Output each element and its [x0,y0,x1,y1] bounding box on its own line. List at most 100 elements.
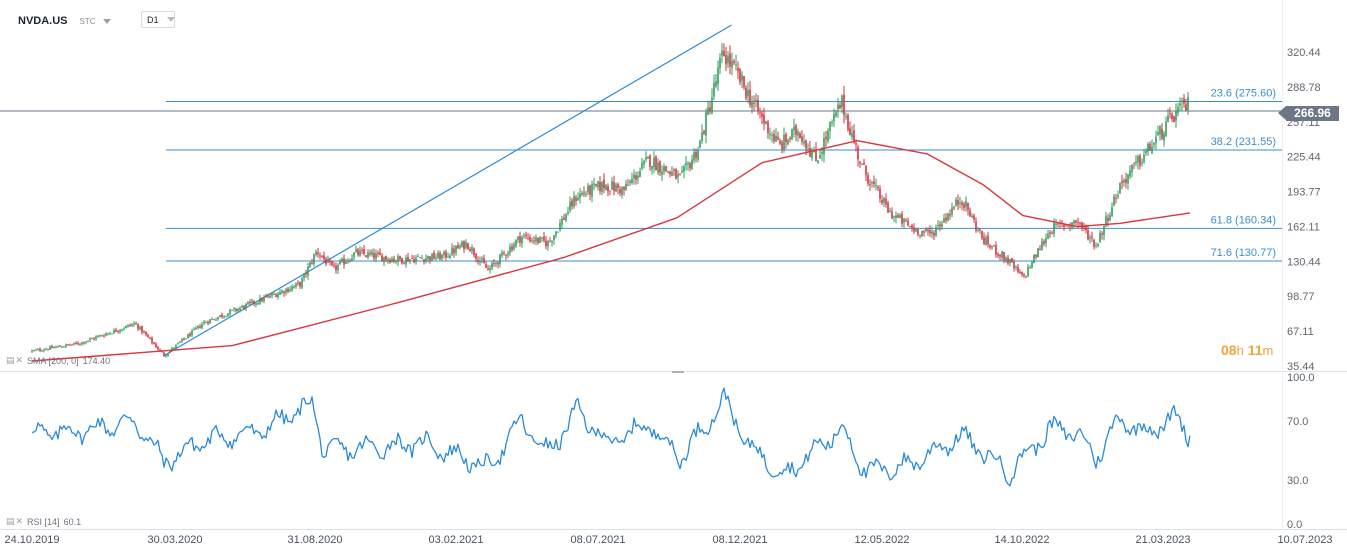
candle-body [295,283,297,287]
candle-body [53,347,55,349]
candle-body [267,295,269,298]
candle-body [165,355,167,357]
candle-body [407,256,409,262]
candle-body [827,130,829,142]
candle-body [589,185,591,195]
candle-body [325,258,327,265]
candle-body [743,76,745,88]
candle-body [825,136,827,140]
candle-body [829,122,831,131]
candle-body [105,333,107,336]
candle-body [377,252,379,254]
candle-body [1107,217,1109,221]
candle-body [283,291,285,294]
indicator-settings-icon[interactable]: ▤✕ [6,355,25,365]
candle-body [925,228,927,231]
fib-level-label: 71.6 (130.77) [1211,247,1276,259]
candle-body [947,213,949,221]
candle-body [373,252,375,259]
candle-body [1093,239,1095,247]
candle-body [593,183,595,186]
indicator-settings-icon[interactable]: ▤✕ [6,516,25,526]
candle-countdown: 08h 11m [1221,342,1273,358]
candle-body [265,296,267,298]
candle-body [533,240,535,242]
candle-body [487,268,489,270]
instrument-selector[interactable]: NVDA.US STC [18,10,111,32]
candle-body [609,190,611,192]
candle-body [355,249,357,252]
candle-body [525,234,527,237]
candle-body [531,240,533,242]
candle-body [661,171,663,175]
candle-body [475,254,477,259]
candle-body [547,240,549,247]
candle-body [941,223,943,227]
candle-body [385,256,387,260]
timeframe-selector[interactable]: D1 [141,11,175,28]
candle-body [1065,225,1067,227]
candle-body [985,237,987,245]
candle-body [65,344,67,347]
candle-body [191,330,193,336]
candle-body [943,218,945,223]
candle-body [1127,174,1129,184]
candle-body [51,346,53,349]
rsi-axis-tick: 30.0 [1287,475,1308,487]
candle-body [885,198,887,205]
candle-body [119,330,121,332]
candle-body [163,352,165,357]
candle-body [401,257,403,264]
candle-body [129,324,131,326]
candle-body [83,342,85,344]
candle-body [221,314,223,317]
price-axis-tick: 225.44 [1287,152,1321,164]
candle-body [273,294,275,296]
candle-body [479,260,481,263]
candle-body [343,258,345,265]
candle-body [789,137,791,139]
candle-body [1013,261,1015,269]
candle-body [291,286,293,291]
candle-body [759,112,761,114]
candle-body [215,319,217,321]
candle-body [393,258,395,262]
candle-body [663,166,665,172]
candle-body [1009,259,1011,264]
candle-body [43,349,45,351]
candle-body [1035,254,1037,258]
candle-body [1037,248,1039,258]
candle-body [353,252,355,258]
candle-body [233,308,235,310]
candle-body [669,171,671,175]
candle-body [577,197,579,201]
candle-body [257,303,259,305]
candle-body [75,342,77,344]
candle-body [583,192,585,194]
fib-level-label: 61.8 (160.34) [1211,214,1276,226]
rsi-axis-tick: 70.0 [1287,416,1308,428]
candle-body [287,288,289,292]
price-axis-tick: 320.44 [1287,47,1321,59]
candle-body [253,300,255,304]
candle-body [419,257,421,259]
candle-body [831,121,833,123]
candle-body [895,215,897,219]
candle-body [333,264,335,266]
candle-body [1151,146,1153,154]
sma-indicator-label[interactable]: ▤✕ SMA [200, 0] 174.40 [6,355,110,366]
candle-body [223,316,225,318]
fib-level-label: 38.2 (231.55) [1211,136,1276,148]
candle-body [299,281,301,287]
candle-body [465,242,467,248]
candle-body [697,149,699,161]
candle-body [1055,224,1057,226]
rsi-indicator-label[interactable]: ▤✕ RSI [14] 60.1 [6,516,81,527]
candle-body [363,249,365,254]
candle-body [409,259,411,262]
candle-body [195,327,197,329]
candle-body [1187,96,1189,110]
candle-body [1175,111,1177,121]
